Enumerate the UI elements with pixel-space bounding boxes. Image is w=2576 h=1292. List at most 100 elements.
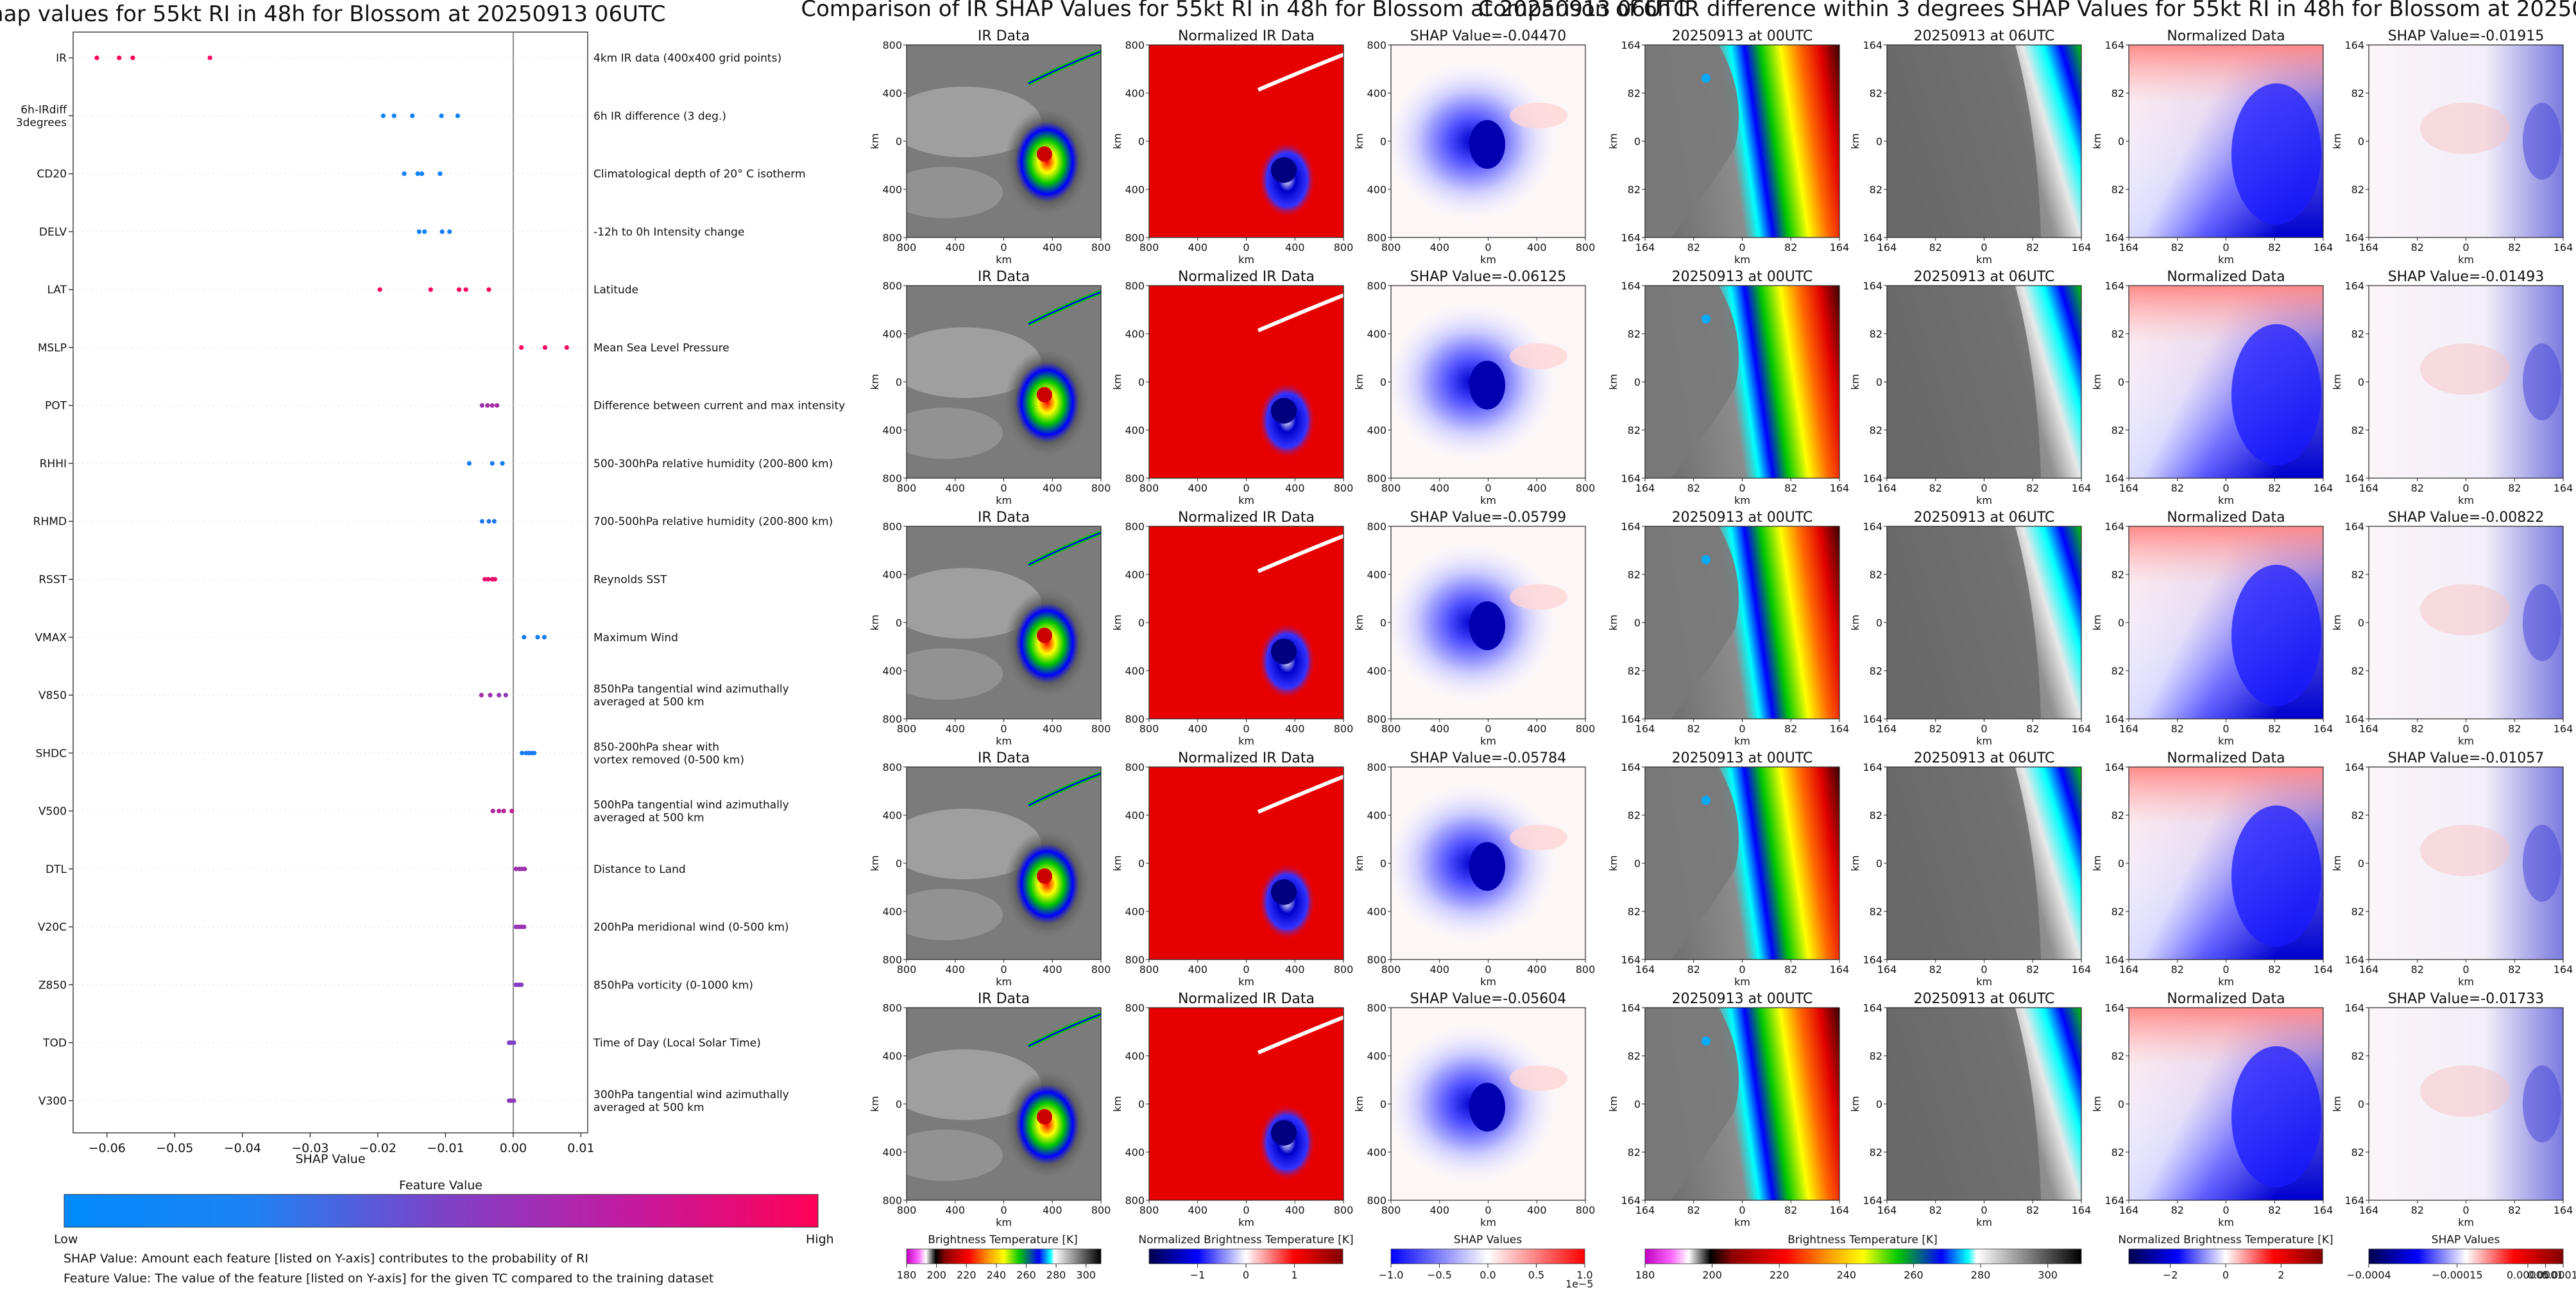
panel-y-tick-label: 400: [1367, 906, 1386, 918]
panel-x-tick-label: 800: [1091, 241, 1111, 254]
panel-x-tick-label: 0: [1243, 482, 1249, 494]
panel-y-tick-label: 82: [2111, 328, 2124, 340]
diff-00utc-cell: [1702, 314, 1710, 323]
colorbar-tick-label: 300: [2038, 1269, 2058, 1281]
panel-y-tick-label: 82: [2351, 569, 2364, 581]
panel-x-tick-label: 400: [1429, 241, 1449, 254]
colorbar-tick-label: 260: [1904, 1269, 1923, 1281]
shap-positive-region: [1510, 584, 1567, 610]
panel-y-tick-label: 800: [1367, 954, 1386, 966]
panel-x-tick-label: 0: [1000, 723, 1007, 735]
panel-y-axis-label: km: [869, 374, 881, 390]
shap-point: [486, 576, 491, 582]
panel-y-tick-label: 164: [2344, 1194, 2364, 1207]
panel-x-tick-label: 400: [1188, 241, 1207, 254]
panel-x-axis-label: km: [1734, 976, 1750, 988]
shap-point: [207, 55, 212, 60]
panel-y-tick-label: 800: [1125, 280, 1145, 292]
nir-storm-core: [1271, 1120, 1297, 1146]
panel-y-tick-label: 82: [2351, 184, 2364, 196]
feature-colorbar-high: High: [806, 1232, 834, 1246]
panel-x-tick-label: 0: [1485, 241, 1491, 254]
panel-x-axis-label: km: [2218, 976, 2234, 988]
panel-x-tick-label: 800: [1091, 963, 1111, 976]
panel-y-tick-label: 400: [882, 1050, 902, 1062]
panel-y-tick-label: 0: [2118, 1098, 2124, 1110]
panel-x-tick-label: 82: [2268, 723, 2281, 735]
panel-x-tick-label: 164: [1830, 963, 1850, 976]
ir-shap-colorbar-exponent: 1e−5: [1565, 1278, 1594, 1289]
panel-y-tick-label: 0: [1876, 1098, 1882, 1110]
panel-x-tick-label: 800: [1576, 723, 1596, 735]
beeswarm-x-tick-label: −0.06: [89, 1141, 126, 1155]
ir-storm-core: [1037, 387, 1052, 402]
beeswarm-x-tick-label: 0.01: [567, 1141, 594, 1155]
panel-y-tick-label: 0: [2118, 135, 2124, 148]
panel-x-tick-label: 0: [1739, 963, 1745, 976]
panel-y-tick-label: 0: [1634, 135, 1641, 148]
panel-x-tick-label: 0: [1000, 1204, 1007, 1216]
shap-point: [438, 171, 443, 177]
panel-y-tick-label: 0: [2358, 857, 2364, 870]
panel-y-tick-label: 400: [1367, 1050, 1386, 1062]
shap-point: [428, 287, 433, 292]
beeswarm-feature-label: MSLP: [38, 341, 67, 354]
panel-y-tick-label: 82: [1870, 1050, 1882, 1062]
panel-y-axis-label: km: [2331, 1096, 2343, 1112]
panel-y-tick-label: 82: [1628, 569, 1641, 581]
panel-x-tick-label: 164: [2314, 1204, 2333, 1216]
shap-positive-region: [1510, 343, 1567, 369]
panel-y-tick-label: 164: [2344, 521, 2364, 533]
panel-x-tick-label: 164: [1830, 482, 1850, 494]
panel-y-tick-label: 82: [1628, 1146, 1641, 1158]
colorbar-tick-label: 240: [987, 1269, 1007, 1281]
diff-06utc-clear-region: [1887, 45, 2041, 237]
panel-x-tick-label: 164: [2072, 1204, 2092, 1216]
panel-x-tick-label: 400: [1429, 482, 1449, 494]
shap-point: [416, 229, 422, 234]
beeswarm-feature-description: Climatological depth of 20° C isotherm: [593, 168, 806, 181]
panel-y-tick-label: 0: [1380, 1098, 1386, 1110]
panel-x-tick-label: 82: [2508, 241, 2521, 254]
diff-06utc-title: 20250913 at 06UTC: [1914, 28, 2055, 44]
normalized-ir-title: Normalized IR Data: [1178, 269, 1315, 285]
panel-x-axis-label: km: [1238, 976, 1254, 988]
panel-y-tick-label: 164: [2344, 954, 2364, 966]
panel-y-tick-label: 400: [882, 569, 902, 581]
panel-y-tick-label: 400: [1125, 184, 1145, 196]
panel-x-tick-label: 0: [1739, 1204, 1745, 1216]
diff-00utc-cell: [1702, 74, 1710, 83]
panel-y-tick-label: 0: [1876, 376, 1882, 388]
panel-x-tick-label: 800: [897, 241, 917, 254]
panel-x-tick-label: 164: [2314, 963, 2333, 976]
panel-x-tick-label: 800: [897, 1204, 917, 1216]
panel-y-axis-label: km: [2331, 374, 2343, 390]
beeswarm-feature-description: 6h IR difference (3 deg.): [593, 110, 726, 123]
panel-y-tick-label: 82: [1628, 665, 1641, 677]
shap-point: [503, 693, 508, 698]
shap-point: [455, 113, 460, 118]
beeswarm-feature-label: DTL: [46, 863, 67, 876]
panel-y-tick-label: 400: [882, 328, 902, 340]
beeswarm-feature-description: 500hPa tangential wind azimuthally averag…: [593, 799, 789, 825]
panel-x-tick-label: 0: [1981, 482, 1987, 494]
panel-y-tick-label: 800: [1367, 232, 1386, 244]
diff-00utc-cell: [1702, 796, 1710, 805]
panel-y-tick-label: 164: [2104, 280, 2124, 292]
panel-x-tick-label: 800: [1334, 241, 1354, 254]
beeswarm-x-tick-label: −0.01: [427, 1141, 464, 1155]
panel-x-tick-label: 82: [1687, 241, 1700, 254]
panel-y-tick-label: 0: [896, 857, 902, 870]
panel-x-tick-label: 400: [945, 963, 965, 976]
colorbar-tick-label: 260: [1016, 1269, 1036, 1281]
shap-point: [479, 693, 484, 698]
beeswarm-title: Shap values for 55kt RI in 48h for Bloss…: [0, 1, 666, 27]
panel-x-axis-label: km: [1238, 494, 1254, 506]
panel-x-tick-label: 800: [897, 723, 917, 735]
panel-x-axis-label: km: [2458, 1216, 2474, 1228]
panel-y-tick-label: 800: [1125, 521, 1145, 533]
panel-y-tick-label: 0: [2358, 376, 2364, 388]
panel-x-tick-label: 164: [2554, 482, 2573, 494]
